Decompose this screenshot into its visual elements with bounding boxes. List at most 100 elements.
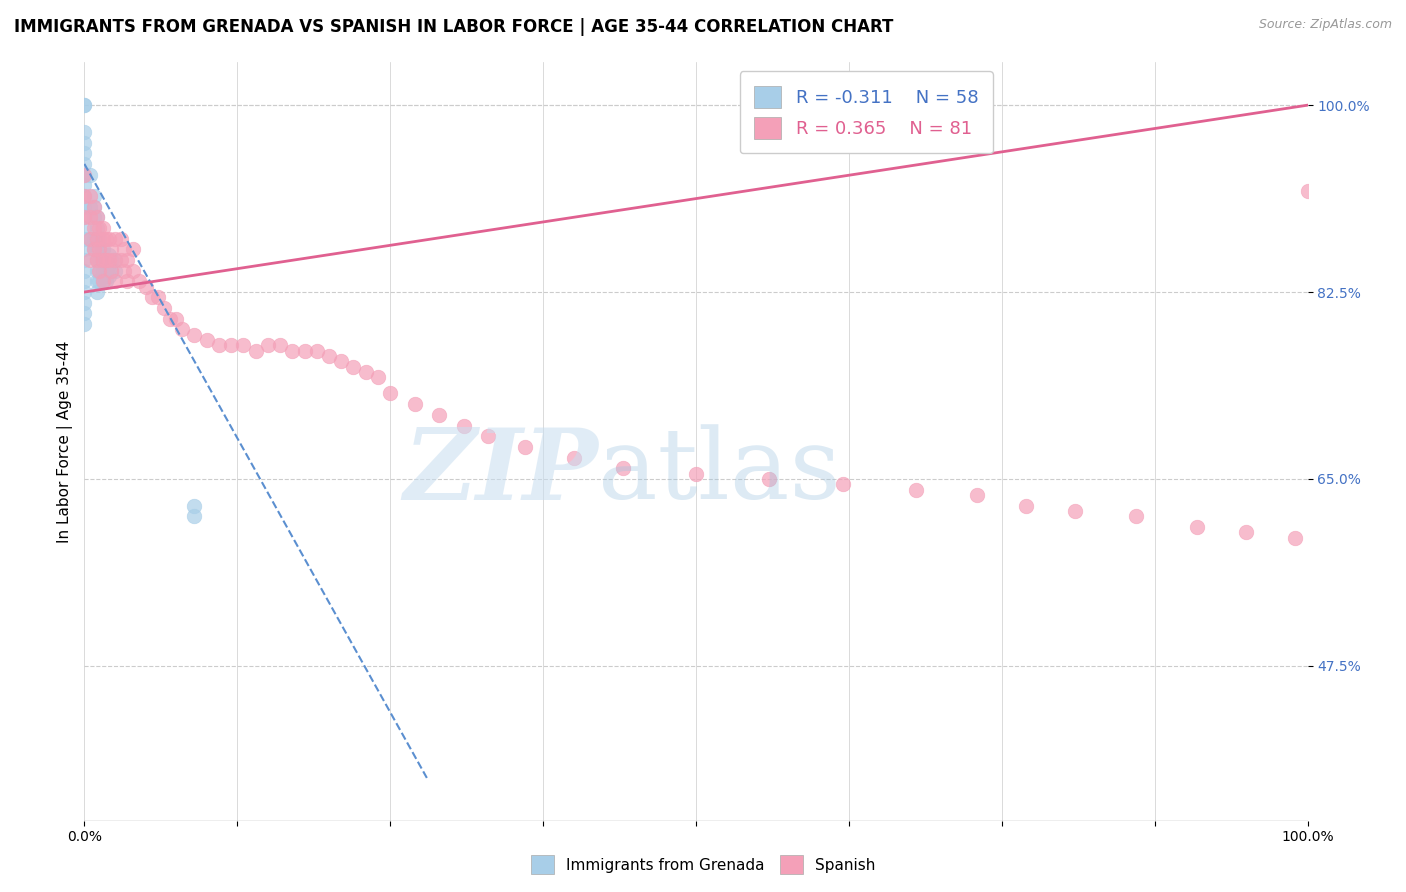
Point — [73, 157, 96, 171]
Point — [367, 370, 389, 384]
Point — [86, 252, 108, 267]
Point — [97, 268, 120, 283]
Point — [83, 221, 105, 235]
Text: IMMIGRANTS FROM GRENADA VS SPANISH IN LABOR FORCE | AGE 35-44 CORRELATION CHART: IMMIGRANTS FROM GRENADA VS SPANISH IN LA… — [14, 18, 893, 36]
Point — [73, 263, 96, 277]
Point — [83, 232, 105, 246]
Point — [183, 327, 205, 342]
Point — [1125, 509, 1147, 524]
Point — [104, 252, 127, 267]
Point — [83, 200, 105, 214]
Point — [342, 359, 364, 374]
Point — [281, 343, 304, 358]
Point — [104, 252, 127, 267]
Point — [141, 290, 163, 304]
Point — [73, 189, 96, 203]
Point — [83, 211, 105, 225]
Point — [83, 243, 105, 257]
Point — [100, 263, 122, 277]
Point — [257, 338, 280, 352]
Point — [380, 386, 402, 401]
Point — [91, 232, 114, 246]
Point — [86, 211, 108, 225]
Point — [128, 274, 150, 288]
Y-axis label: In Labor Force | Age 35-44: In Labor Force | Age 35-44 — [58, 341, 73, 542]
Point — [91, 252, 114, 267]
Point — [208, 338, 231, 352]
Point — [831, 477, 853, 491]
Point — [165, 311, 187, 326]
Point — [219, 338, 242, 352]
Point — [87, 243, 110, 257]
Point — [73, 243, 96, 257]
Point — [232, 338, 254, 352]
Point — [612, 461, 634, 475]
Text: atlas: atlas — [598, 424, 841, 520]
Point — [83, 189, 105, 203]
Point — [73, 295, 96, 310]
Point — [1296, 184, 1319, 198]
Point — [110, 232, 132, 246]
Point — [79, 211, 101, 225]
Point — [83, 200, 105, 214]
Point — [87, 221, 110, 235]
Point — [87, 263, 110, 277]
Point — [87, 232, 110, 246]
Point — [73, 211, 96, 225]
Point — [172, 322, 194, 336]
Point — [305, 343, 328, 358]
Point — [79, 232, 101, 246]
Point — [79, 189, 101, 203]
Point — [159, 311, 181, 326]
Text: ZIP: ZIP — [404, 424, 598, 520]
Point — [1284, 531, 1306, 545]
Point — [91, 221, 114, 235]
Point — [1064, 504, 1087, 518]
Point — [112, 263, 135, 277]
Point — [905, 483, 928, 497]
Point — [104, 263, 127, 277]
Point — [104, 232, 127, 246]
Point — [79, 252, 101, 267]
Point — [86, 285, 108, 299]
Point — [73, 146, 96, 161]
Point — [122, 243, 145, 257]
Point — [79, 168, 101, 182]
Point — [87, 243, 110, 257]
Point — [97, 258, 120, 272]
Point — [73, 274, 96, 288]
Point — [73, 285, 96, 299]
Point — [195, 333, 218, 347]
Point — [87, 252, 110, 267]
Point — [91, 274, 114, 288]
Point — [73, 178, 96, 193]
Point — [86, 232, 108, 246]
Point — [115, 274, 138, 288]
Point — [73, 306, 96, 320]
Point — [453, 418, 475, 433]
Point — [73, 168, 96, 182]
Point — [404, 397, 426, 411]
Point — [477, 429, 499, 443]
Point — [294, 343, 316, 358]
Text: Source: ZipAtlas.com: Source: ZipAtlas.com — [1258, 18, 1392, 31]
Point — [86, 263, 108, 277]
Point — [966, 488, 988, 502]
Point — [73, 98, 96, 112]
Point — [86, 243, 108, 257]
Point — [97, 232, 120, 246]
Point — [135, 279, 157, 293]
Point — [153, 301, 176, 315]
Point — [96, 274, 118, 288]
Point — [87, 274, 110, 288]
Point — [427, 408, 450, 422]
Point — [73, 189, 96, 203]
Point — [104, 274, 127, 288]
Point — [1236, 525, 1258, 540]
Point — [100, 252, 122, 267]
Point — [86, 221, 108, 235]
Point — [73, 317, 96, 331]
Point — [73, 200, 96, 214]
Point — [91, 274, 114, 288]
Point — [110, 252, 132, 267]
